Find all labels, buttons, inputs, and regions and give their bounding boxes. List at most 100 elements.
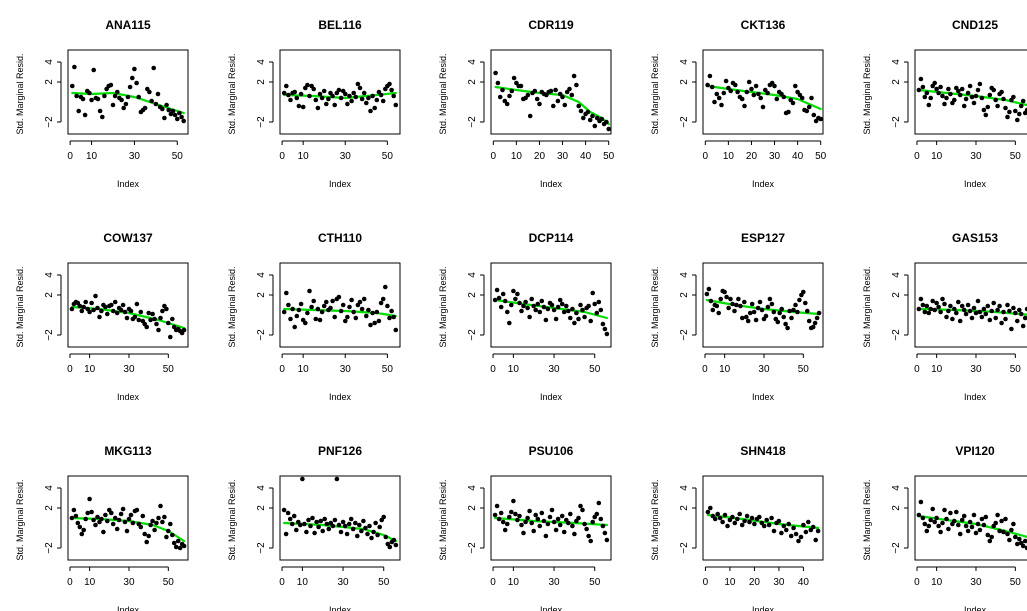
data-point (373, 520, 378, 526)
data-point (343, 318, 348, 324)
data-point (357, 85, 363, 91)
data-point (494, 503, 500, 509)
data-point (351, 309, 357, 315)
y-axis-label: Std. Marginal Resid. (650, 53, 660, 134)
data-point (89, 97, 94, 103)
data-point (559, 513, 565, 519)
data-point (926, 310, 932, 316)
data-point (553, 87, 558, 93)
data-point (359, 528, 364, 534)
data-point (737, 511, 742, 517)
y-tick-label: 4 (467, 272, 478, 278)
data-point (387, 81, 392, 87)
data-point (987, 317, 993, 323)
panel-title: CND125 (952, 18, 998, 32)
data-point (166, 528, 171, 534)
y-axis: −2 2 4 (256, 485, 274, 554)
data-point (153, 101, 159, 107)
x-axis-label: Index (540, 392, 563, 402)
x-axis: 0 10 30 50 (914, 353, 1021, 375)
data-point (786, 521, 791, 527)
plot-frame (702, 262, 824, 348)
data-point (366, 307, 371, 313)
data-point (708, 505, 713, 511)
data-point (73, 513, 79, 519)
data-point (995, 103, 1000, 109)
data-point (547, 514, 553, 520)
data-point (1015, 541, 1020, 547)
data-point (296, 103, 302, 109)
x-axis-label: Index (329, 605, 352, 611)
data-point (952, 306, 957, 312)
data-point (948, 303, 953, 309)
data-point (809, 95, 814, 101)
data-point (529, 296, 534, 302)
data-point (110, 102, 116, 108)
data-point (578, 302, 583, 308)
data-point (370, 93, 375, 99)
data-point (710, 307, 716, 313)
y-tick-label: −2 (679, 329, 690, 341)
data-point (1011, 94, 1016, 100)
data-point (592, 301, 597, 307)
data-point (956, 522, 961, 528)
data-point (722, 512, 728, 518)
data-point (372, 105, 378, 111)
data-point (1020, 543, 1026, 549)
data-point (600, 321, 606, 327)
y-axis: −2 2 4 (891, 59, 909, 128)
data-point (537, 309, 543, 315)
data-point (509, 509, 514, 515)
data-point (118, 511, 124, 517)
data-point (105, 311, 110, 317)
data-point (576, 103, 581, 109)
data-point (366, 95, 371, 101)
data-point (509, 302, 514, 308)
data-point (77, 524, 83, 530)
data-point (367, 523, 372, 529)
data-point (387, 315, 392, 321)
data-point (714, 303, 720, 309)
data-point (87, 309, 92, 315)
data-point (1011, 305, 1016, 311)
data-point (816, 310, 822, 316)
data-point (298, 522, 303, 528)
data-point (934, 86, 939, 92)
data-point (326, 526, 332, 532)
data-point (125, 94, 131, 100)
data-point (1007, 109, 1012, 115)
data-point (371, 529, 376, 535)
data-point (793, 531, 799, 537)
data-point (1017, 111, 1022, 117)
data-point (525, 305, 530, 311)
data-point (287, 516, 293, 522)
y-tick-label: 4 (256, 59, 267, 65)
data-point (369, 535, 374, 541)
x-tick-label: 50 (382, 364, 394, 375)
y-tick-label: −2 (44, 329, 55, 341)
x-tick-label: 0 (279, 151, 285, 162)
data-point (110, 521, 116, 527)
x-tick-label: 50 (382, 151, 394, 162)
y-tick-label: 4 (679, 59, 690, 65)
y-tick-label: 2 (44, 79, 55, 85)
data-point (321, 88, 327, 94)
data-point (930, 298, 935, 304)
data-point (168, 334, 173, 340)
data-point (81, 304, 86, 310)
x-tick-label: 50 (378, 577, 390, 588)
data-point (590, 519, 595, 525)
data-point (1013, 310, 1018, 316)
data-point (979, 95, 985, 101)
data-point (786, 109, 791, 115)
data-point (586, 533, 591, 539)
data-point (578, 108, 584, 114)
data-point (926, 102, 932, 108)
data-point (549, 507, 555, 513)
x-tick-label: 10 (723, 151, 735, 162)
data-point (566, 308, 571, 314)
data-point (375, 532, 380, 538)
panel-dcp114: DCP114 0 10 30 50 Index −2 2 4 Std. Marginal Resi… (438, 231, 612, 402)
data-point (553, 527, 559, 533)
panel-pnf126: PNF126 0 10 30 50 Index −2 2 4 Std. Marginal Resi… (227, 444, 401, 611)
